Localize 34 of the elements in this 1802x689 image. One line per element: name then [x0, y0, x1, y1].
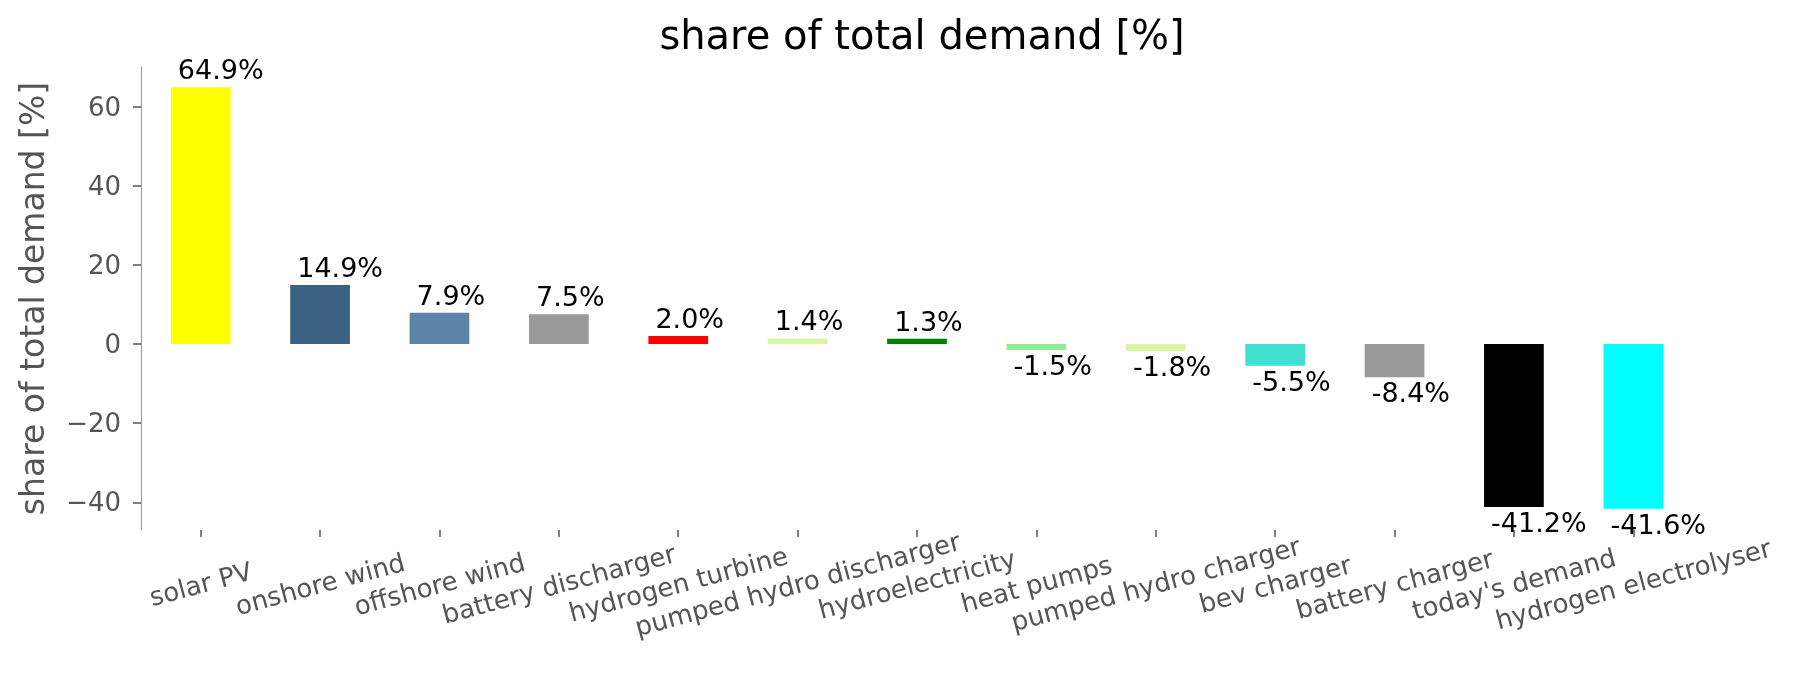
bar: [1245, 344, 1305, 366]
y-axis-title: share of total demand [%]: [13, 81, 52, 516]
data-label: 1.3%: [894, 305, 963, 337]
data-label: 7.5%: [536, 281, 605, 313]
bar: [1006, 344, 1067, 350]
bar: [409, 312, 470, 345]
bar: [170, 87, 231, 345]
data-label: 7.9%: [416, 279, 486, 311]
bar: [1364, 344, 1425, 378]
data-label: -41.2%: [1491, 507, 1587, 539]
y-tick-label: 0: [104, 329, 121, 360]
bar: [648, 336, 709, 345]
data-label: 64.9%: [177, 54, 264, 86]
bar: [887, 338, 947, 345]
y-tick-label: −20: [66, 408, 121, 439]
bar: [1125, 344, 1186, 352]
bar: [1484, 344, 1544, 508]
y-tick-label: 40: [87, 170, 121, 201]
data-label: -1.8%: [1132, 351, 1212, 383]
data-label: 1.4%: [774, 305, 844, 337]
bar: [290, 285, 350, 345]
bar: [529, 314, 589, 345]
bar: [1603, 344, 1664, 509]
bar: [767, 338, 828, 345]
data-label: 2.0%: [655, 303, 724, 335]
y-tick-label: −40: [66, 487, 121, 518]
data-label: -1.5%: [1013, 349, 1092, 381]
data-label: 14.9%: [297, 252, 384, 284]
chart-title: share of total demand [%]: [659, 12, 1185, 58]
y-tick-label: 60: [87, 91, 121, 122]
data-label: -5.5%: [1252, 365, 1331, 397]
data-label: -41.6%: [1610, 508, 1706, 540]
data-label: -8.4%: [1371, 377, 1451, 409]
y-tick-label: 20: [87, 249, 121, 280]
